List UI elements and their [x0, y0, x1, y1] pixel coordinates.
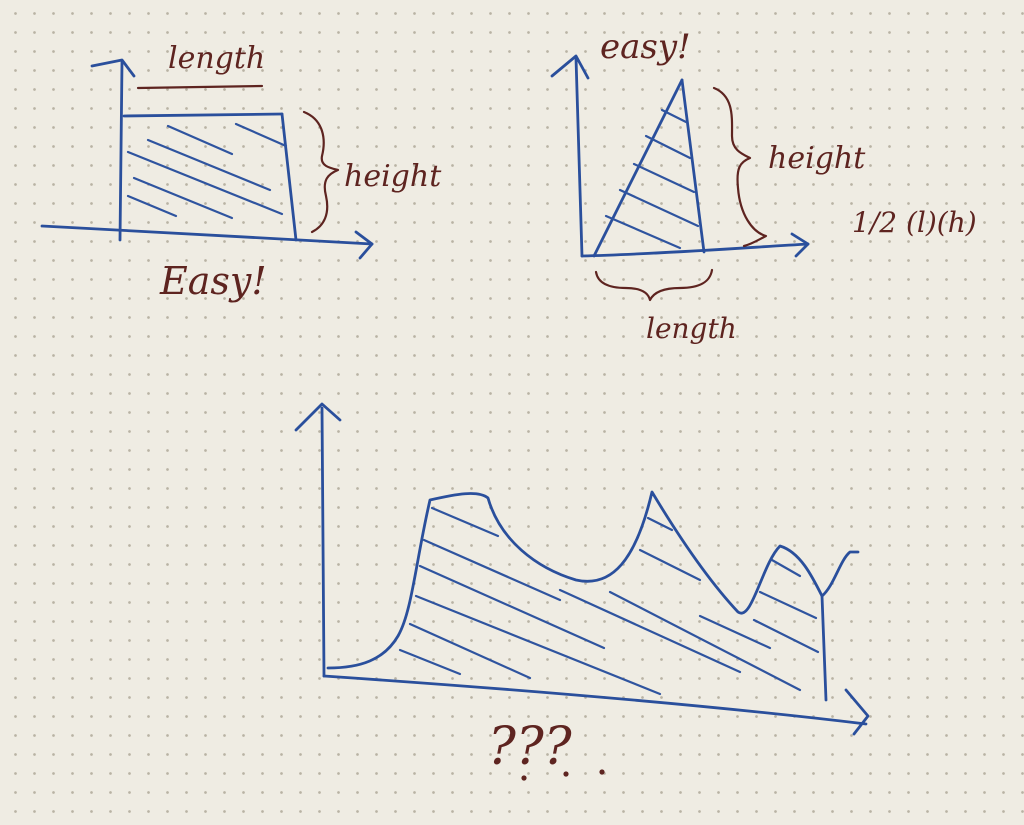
curve-y-axis-arrow [294, 402, 342, 432]
triangle-diagram: easy! height length 1/2 (l)(h) [550, 27, 977, 345]
tri-x-axis [580, 242, 810, 258]
curve-question-caption: ??? [488, 717, 573, 777]
rect-x-axis-arrow [354, 230, 374, 260]
rect-right-edge [280, 112, 298, 242]
rect-y-axis-arrow [90, 58, 136, 78]
rect-y-axis [118, 60, 124, 242]
triangle-area-formula: 1/2 (l)(h) [852, 206, 977, 239]
irregular-curve [326, 490, 860, 670]
tri-hatching [604, 108, 700, 250]
question-dot-3 [599, 769, 605, 775]
rect-length-label: length [168, 41, 265, 76]
tri-length-label: length [646, 312, 737, 345]
tri-height-label: height [768, 141, 866, 176]
tri-length-brace [594, 268, 714, 302]
tri-y-axis-arrow [550, 54, 590, 80]
rect-easy-caption: Easy! [159, 259, 267, 303]
tri-hypotenuse [592, 78, 684, 258]
rect-x-axis [40, 224, 374, 246]
rect-height-label: height [344, 159, 442, 194]
question-dot-1 [521, 775, 527, 781]
tri-y-axis [574, 56, 584, 258]
curve-hatching [398, 506, 820, 696]
rect-hatching [126, 122, 288, 220]
tri-easy-caption: easy! [600, 27, 691, 67]
curve-y-axis [320, 406, 326, 678]
rect-top-edge [122, 112, 284, 118]
rect-length-line [136, 84, 264, 90]
curve-diagram: ??? [294, 402, 870, 781]
curve-x-axis [322, 674, 868, 726]
tri-vertical-edge [680, 78, 706, 254]
rectangle-diagram: length height Easy! [40, 41, 442, 303]
tri-height-brace [712, 86, 768, 248]
tri-x-axis-arrow [790, 232, 810, 258]
curve-right-boundary [820, 594, 828, 702]
curve-x-axis-arrow [844, 688, 870, 736]
rect-height-brace [302, 110, 340, 234]
question-dot-2 [563, 771, 569, 777]
